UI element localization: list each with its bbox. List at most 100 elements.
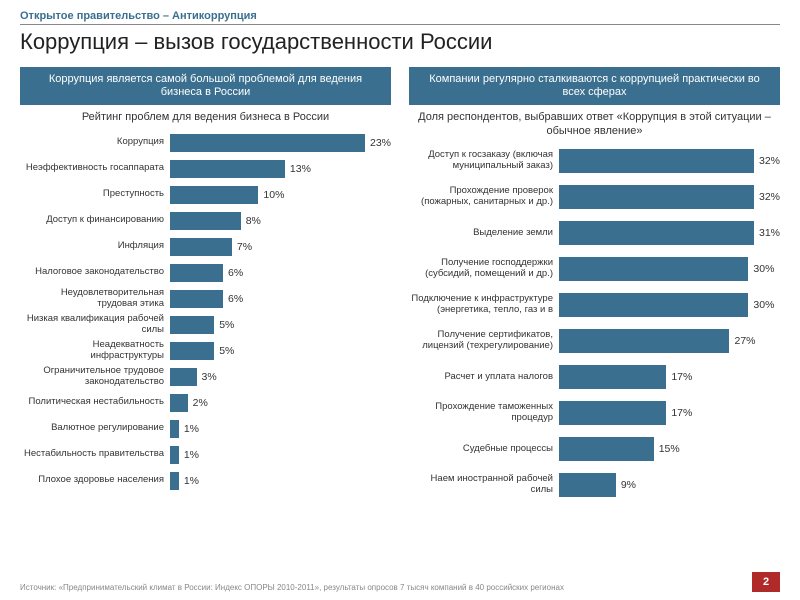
bar-value: 8% [246,215,261,227]
bar-value: 5% [219,319,234,331]
bar-row: Ограничительное трудовое законодательств… [20,365,391,389]
bar-fill [170,368,197,386]
right-panel: Компании регулярно сталкиваются с корруп… [409,67,780,502]
bar-value: 1% [184,449,199,461]
bar-label: Инфляция [20,241,170,251]
bar-fill [170,290,223,308]
bar-track: 9% [559,468,780,502]
bar-label: Прохождение таможенных процедур [409,402,559,423]
bar-label: Неадекватность инфраструктуры [20,340,170,361]
bar-track: 17% [559,360,780,394]
left-panel: Коррупция является самой большой проблем… [20,67,391,502]
bar-fill [559,185,754,209]
bar-row: Получение сертификатов, лицензий (техрег… [409,324,780,358]
bar-fill [170,394,188,412]
bar-value: 6% [228,267,243,279]
left-panel-header: Коррупция является самой большой проблем… [20,67,391,105]
bar-track: 30% [559,252,780,286]
bar-fill [170,316,214,334]
bar-value: 17% [671,371,692,383]
panels-container: Коррупция является самой большой проблем… [0,67,800,502]
bar-track: 1% [170,469,391,493]
bar-label: Плохое здоровье населения [20,475,170,485]
bar-fill [170,212,241,230]
bar-label: Наем иностранной рабочей силы [409,474,559,495]
right-panel-subtitle: Доля респондентов, выбравших ответ «Корр… [409,105,780,141]
bar-row: Преступность 10% [20,183,391,207]
bar-track: 10% [170,183,391,207]
bar-row: Инфляция 7% [20,235,391,259]
bar-fill [559,257,748,281]
bar-track: 1% [170,443,391,467]
bar-row: Прохождение таможенных процедур 17% [409,396,780,430]
source-text: Источник: «Предпринимательский климат в … [20,583,564,592]
bar-row: Выделение земли31% [409,216,780,250]
bar-row: Расчет и уплата налогов17% [409,360,780,394]
bar-track: 1% [170,417,391,441]
bar-fill [559,221,754,245]
bar-row: Нестабильность правительства 1% [20,443,391,467]
bar-fill [170,420,179,438]
bar-fill [170,160,285,178]
supertitle: Открытое правительство – Антикоррупция [20,10,780,25]
left-bars: Коррупция 23% Неэффективность госаппарата1… [20,129,391,493]
bar-row: Коррупция 23% [20,131,391,155]
bar-value: 9% [621,479,636,491]
bar-track: 27% [559,324,780,358]
bar-label: Низкая квалификация рабочей силы [20,314,170,335]
bar-track: 31% [559,216,780,250]
bar-label: Нестабильность правительства [20,449,170,459]
bar-fill [559,473,616,497]
bar-track: 15% [559,432,780,466]
left-panel-subtitle: Рейтинг проблем для ведения бизнеса в Ро… [20,105,391,128]
bar-label: Налоговое законодательство [20,267,170,277]
bar-fill [559,401,666,425]
bar-track: 23% [170,131,391,155]
bar-track: 32% [559,180,780,214]
bar-label: Преступность [20,189,170,199]
bar-value: 32% [759,155,780,167]
bar-track: 6% [170,287,391,311]
bar-row: Неадекватность инфраструктуры5% [20,339,391,363]
bar-row: Получение господдержки (субсидий, помеще… [409,252,780,286]
bar-track: 2% [170,391,391,415]
bar-row: Судебные процессы15% [409,432,780,466]
right-panel-header: Компании регулярно сталкиваются с корруп… [409,67,780,105]
bar-value: 23% [370,137,391,149]
bar-fill [559,149,754,173]
bar-fill [170,238,232,256]
bar-value: 7% [237,241,252,253]
bar-value: 32% [759,191,780,203]
bar-value: 17% [671,407,692,419]
bar-label: Коррупция [20,137,170,147]
bar-row: Доступ к финансированию 8% [20,209,391,233]
bar-fill [559,437,654,461]
bar-label: Прохождение проверок (пожарных, санитарн… [409,186,559,207]
bar-value: 1% [184,475,199,487]
bar-row: Неэффективность госаппарата13% [20,157,391,181]
bar-track: 3% [170,365,391,389]
bar-row: Валютное регулирование1% [20,417,391,441]
bar-label: Неудовлетворительная трудовая этика [20,288,170,309]
bar-value: 30% [753,263,774,275]
footer: Источник: «Предпринимательский климат в … [20,572,780,592]
bar-row: Прохождение проверок (пожарных, санитарн… [409,180,780,214]
bar-value: 15% [659,443,680,455]
bar-label: Выделение земли [409,228,559,238]
bar-value: 6% [228,293,243,305]
bar-fill [170,472,179,490]
bar-value: 10% [263,189,284,201]
bar-fill [170,134,365,152]
bar-fill [559,365,666,389]
bar-row: Налоговое законодательство 6% [20,261,391,285]
header: Открытое правительство – Антикоррупция К… [0,0,800,67]
bar-track: 6% [170,261,391,285]
bar-label: Получение сертификатов, лицензий (техрег… [409,330,559,351]
bar-track: 5% [170,313,391,337]
bar-track: 7% [170,235,391,259]
bar-fill [559,329,729,353]
bar-label: Доступ к финансированию [20,215,170,225]
bar-row: Неудовлетворительная трудовая этика 6% [20,287,391,311]
page-title: Коррупция – вызов государственности Росс… [20,29,780,55]
bar-label: Получение господдержки (субсидий, помеще… [409,258,559,279]
